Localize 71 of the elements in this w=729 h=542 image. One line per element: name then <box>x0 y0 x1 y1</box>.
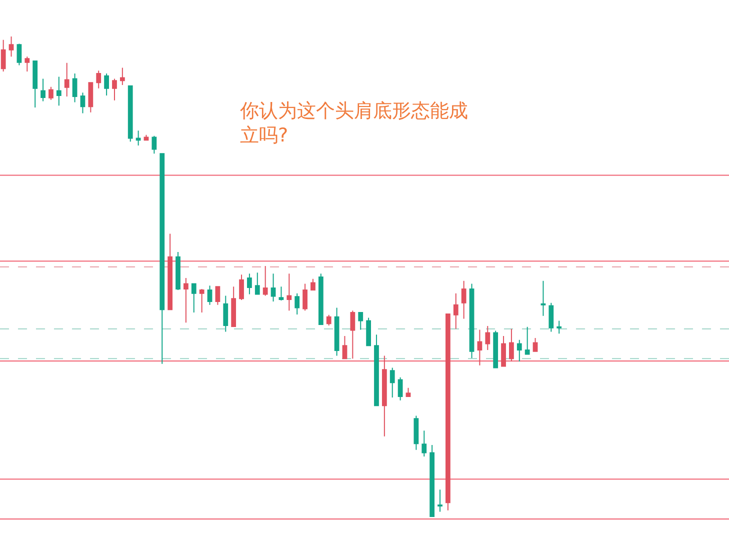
candlestick <box>48 86 54 100</box>
candlestick <box>64 62 70 97</box>
candlestick <box>524 326 530 355</box>
candlestick <box>239 274 244 301</box>
candlestick <box>461 280 466 320</box>
candlestick <box>326 314 332 326</box>
candlestick <box>342 336 348 360</box>
candlestick <box>446 313 450 511</box>
candlestick <box>453 292 458 330</box>
candlestick <box>72 72 78 103</box>
candlestick <box>199 288 204 314</box>
candlestick <box>318 273 324 326</box>
candlestick <box>254 272 260 295</box>
candlestick <box>390 367 395 398</box>
candlestick <box>286 273 292 312</box>
annotation: 你认为这个头肩底形态能成立吗? <box>239 100 468 147</box>
candlestick <box>540 280 546 316</box>
candlestick <box>294 292 300 315</box>
candlestick <box>509 328 514 362</box>
candlestick <box>548 302 554 332</box>
candlestick <box>191 283 196 314</box>
candlestick <box>382 355 387 437</box>
candlestick <box>278 286 284 302</box>
candlestick <box>0 39 6 72</box>
candlestick <box>8 36 14 58</box>
candlestick <box>366 317 371 346</box>
candlestick <box>398 376 403 401</box>
candlestick <box>247 273 252 295</box>
candlestick <box>128 85 133 142</box>
candlestick <box>414 415 419 450</box>
candlestick <box>56 76 62 106</box>
candlestick <box>136 130 141 146</box>
candlestick <box>374 334 379 406</box>
candlestick <box>231 286 236 327</box>
candlestick <box>477 329 482 366</box>
candlestick <box>184 277 188 324</box>
candlestick <box>40 78 46 102</box>
candlestick <box>176 252 180 290</box>
candlestick <box>88 82 94 113</box>
candlestick <box>96 70 102 89</box>
candlestick <box>152 135 157 154</box>
candlestick <box>516 339 522 362</box>
candlestick <box>24 56 30 72</box>
candlestick <box>32 60 38 108</box>
candlestick <box>302 283 308 312</box>
candlestick <box>112 78 117 101</box>
candlestick <box>80 92 86 114</box>
candlestick <box>168 233 173 310</box>
candlestick <box>160 153 165 364</box>
candlestick <box>485 325 490 350</box>
candlestick <box>358 312 364 330</box>
candlestick <box>104 72 109 96</box>
candlestick <box>16 43 22 66</box>
candlestick <box>469 283 474 359</box>
candlestick <box>438 489 442 512</box>
candlestick <box>532 337 538 352</box>
candlestick <box>334 307 340 356</box>
candlestick <box>120 67 125 86</box>
candlestick <box>422 430 427 458</box>
candlestick <box>215 286 220 306</box>
candlestick <box>270 273 276 302</box>
candlestick <box>406 387 411 398</box>
candlestick <box>501 336 506 367</box>
candlestick <box>556 320 562 334</box>
candlestick <box>223 295 228 332</box>
candlestick <box>430 444 435 518</box>
candlestick <box>262 265 268 296</box>
candlestick <box>350 310 356 360</box>
candlestick <box>207 285 212 306</box>
candlestick <box>310 278 316 290</box>
candlestick <box>493 330 498 368</box>
